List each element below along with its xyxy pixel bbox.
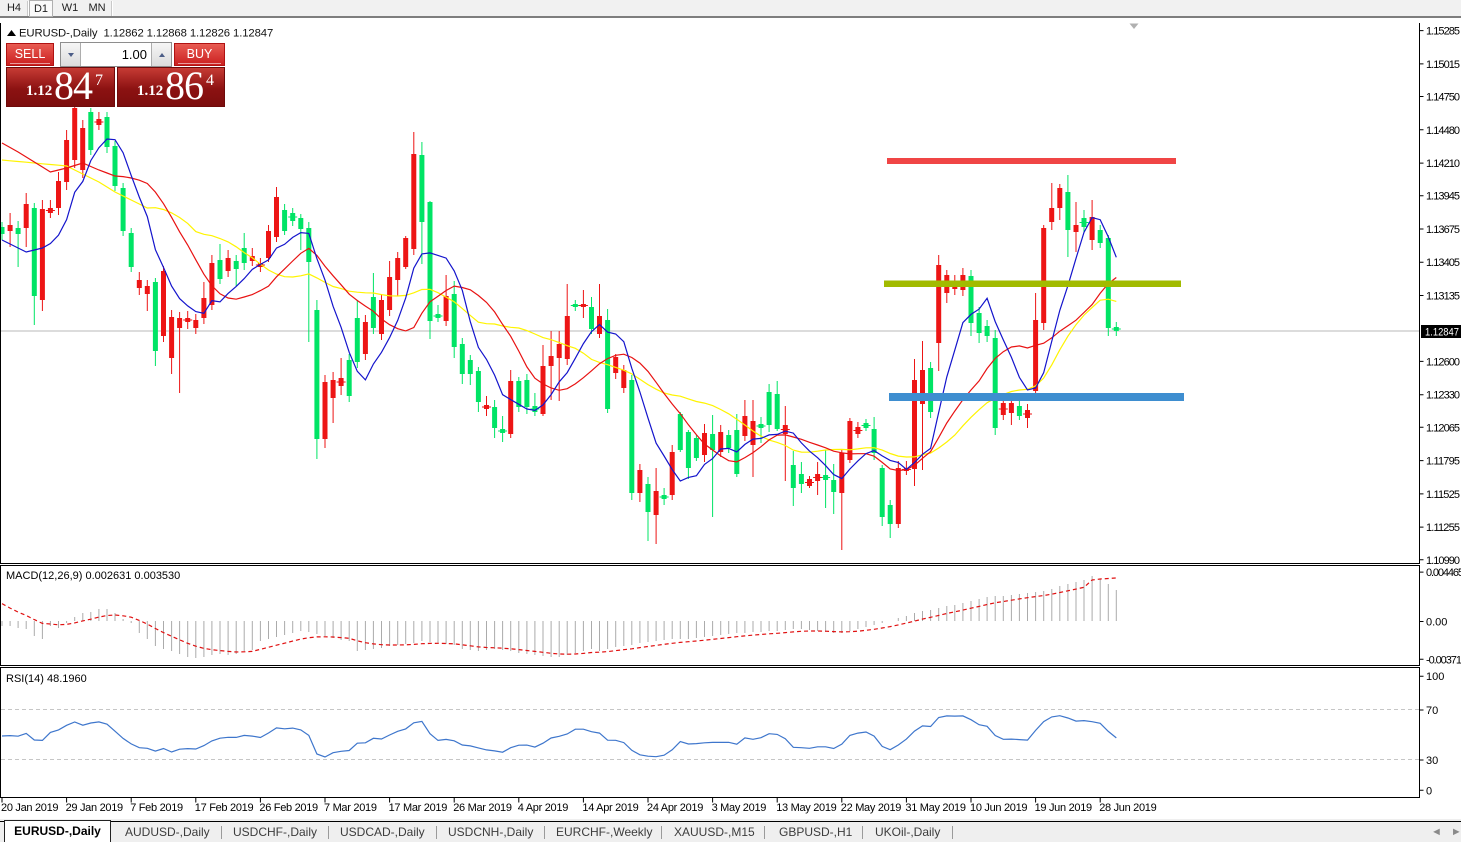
svg-text:1.12330: 1.12330 bbox=[1426, 390, 1460, 402]
svg-text:1.12600: 1.12600 bbox=[1426, 356, 1460, 368]
svg-text:13 May 2019: 13 May 2019 bbox=[776, 802, 836, 814]
svg-text:24 Apr 2019: 24 Apr 2019 bbox=[647, 802, 703, 814]
svg-text:17 Mar 2019: 17 Mar 2019 bbox=[389, 802, 448, 814]
svg-text:MACD(12,26,9) 0.002631 0.00353: MACD(12,26,9) 0.002631 0.003530 bbox=[6, 570, 180, 582]
svg-text:1.13135: 1.13135 bbox=[1426, 291, 1460, 303]
svg-text:-0.003715: -0.003715 bbox=[1426, 654, 1461, 666]
svg-text:10 Jun 2019: 10 Jun 2019 bbox=[970, 802, 1027, 814]
svg-text:1.14210: 1.14210 bbox=[1426, 158, 1460, 170]
svg-text:1.13945: 1.13945 bbox=[1426, 191, 1460, 203]
svg-text:RSI(14) 48.1960: RSI(14) 48.1960 bbox=[6, 673, 87, 685]
svg-text:26 Feb 2019: 26 Feb 2019 bbox=[259, 802, 318, 814]
svg-text:1.14750: 1.14750 bbox=[1426, 92, 1460, 104]
svg-text:26 Mar 2019: 26 Mar 2019 bbox=[453, 802, 512, 814]
svg-text:29 Jan 2019: 29 Jan 2019 bbox=[66, 802, 123, 814]
svg-text:30: 30 bbox=[1426, 755, 1438, 767]
svg-text:19 Jun 2019: 19 Jun 2019 bbox=[1035, 802, 1092, 814]
svg-text:7 Feb 2019: 7 Feb 2019 bbox=[130, 802, 183, 814]
svg-text:100: 100 bbox=[1426, 671, 1444, 683]
svg-text:EURUSD-,Daily 1.12862 1.12868: EURUSD-,Daily 1.12862 1.12868 1.12826 1.… bbox=[19, 28, 273, 40]
svg-text:1.11525: 1.11525 bbox=[1426, 489, 1460, 501]
svg-text:1.14480: 1.14480 bbox=[1426, 125, 1460, 137]
svg-text:4 Apr 2019: 4 Apr 2019 bbox=[518, 802, 568, 814]
svg-text:1.12847: 1.12847 bbox=[1425, 327, 1459, 339]
svg-text:7 Mar 2019: 7 Mar 2019 bbox=[324, 802, 377, 814]
svg-text:1.15285: 1.15285 bbox=[1426, 26, 1460, 38]
svg-text:28 Jun 2019: 28 Jun 2019 bbox=[1099, 802, 1156, 814]
svg-text:31 May 2019: 31 May 2019 bbox=[905, 802, 965, 814]
svg-text:3 May 2019: 3 May 2019 bbox=[712, 802, 767, 814]
svg-text:1.12065: 1.12065 bbox=[1426, 422, 1460, 434]
svg-text:1.13405: 1.13405 bbox=[1426, 257, 1460, 269]
svg-text:1.11255: 1.11255 bbox=[1426, 522, 1460, 534]
svg-text:0.00: 0.00 bbox=[1426, 617, 1447, 629]
svg-text:0.004465: 0.004465 bbox=[1426, 567, 1461, 579]
svg-text:1.13675: 1.13675 bbox=[1426, 224, 1460, 236]
svg-text:1.11795: 1.11795 bbox=[1426, 456, 1460, 468]
svg-text:1.10990: 1.10990 bbox=[1426, 555, 1460, 567]
svg-text:17 Feb 2019: 17 Feb 2019 bbox=[195, 802, 254, 814]
svg-text:20 Jan 2019: 20 Jan 2019 bbox=[1, 802, 58, 814]
svg-text:0: 0 bbox=[1426, 785, 1432, 797]
svg-text:1.15015: 1.15015 bbox=[1426, 59, 1460, 71]
svg-text:14 Apr 2019: 14 Apr 2019 bbox=[582, 802, 638, 814]
svg-text:70: 70 bbox=[1426, 705, 1438, 717]
svg-text:22 May 2019: 22 May 2019 bbox=[841, 802, 901, 814]
